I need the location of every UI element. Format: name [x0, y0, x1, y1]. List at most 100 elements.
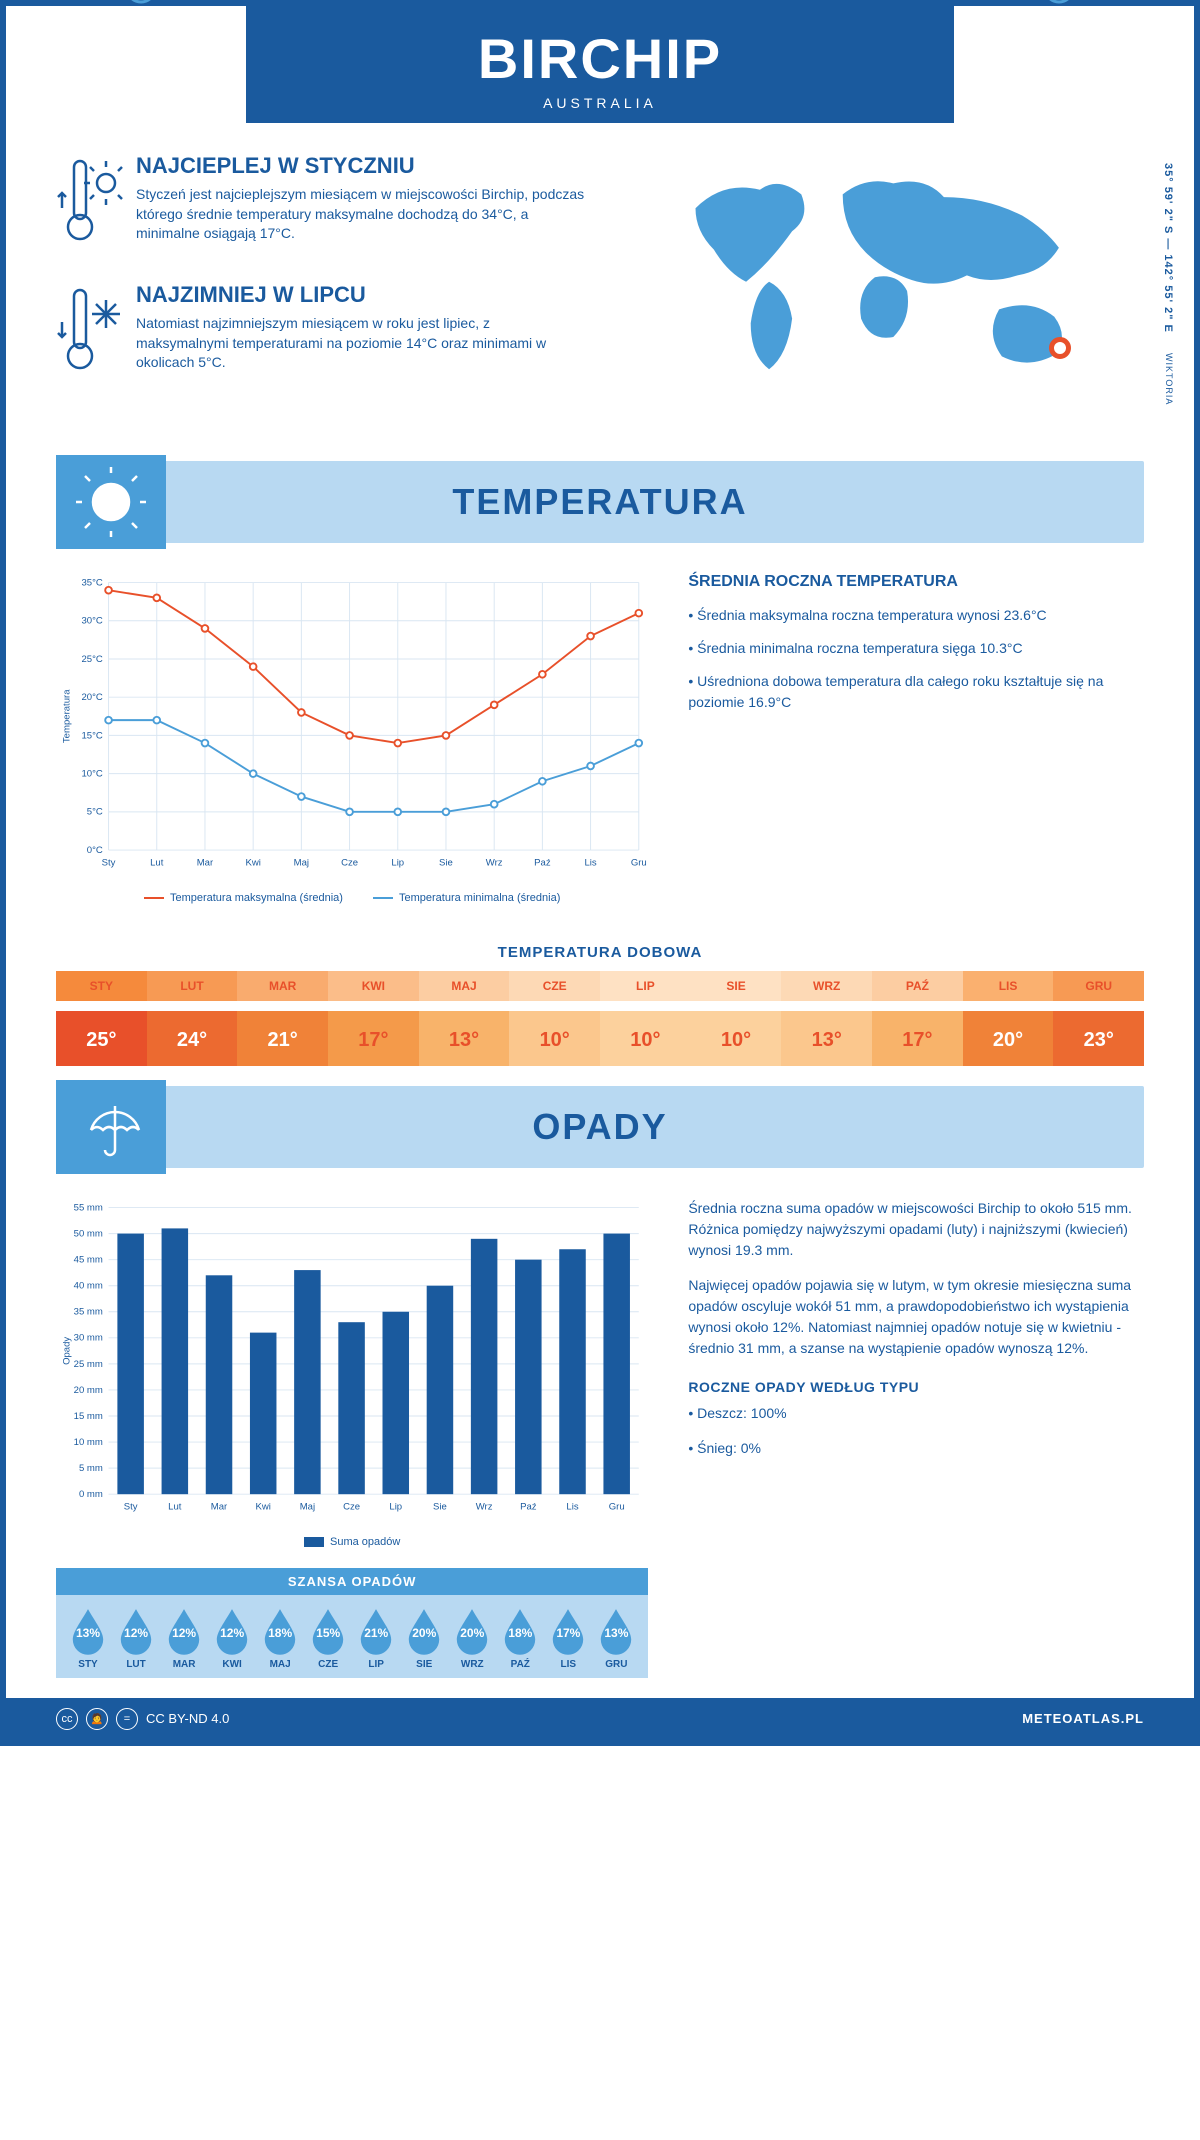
svg-text:Sie: Sie: [433, 1501, 447, 1512]
daily-month-header: LUT: [147, 979, 238, 993]
daily-month-header: PAŹ: [872, 979, 963, 993]
raindrop-icon: 13%: [69, 1607, 107, 1655]
title-banner: BIRCHIP AUSTRALIA: [246, 6, 954, 123]
daily-month-value: 21°: [237, 1029, 328, 1058]
raindrop-icon: 21%: [357, 1607, 395, 1655]
svg-text:Temperatura: Temperatura: [61, 689, 72, 743]
svg-text:15°C: 15°C: [81, 730, 102, 741]
svg-text:Lip: Lip: [391, 857, 404, 868]
raindrop-icon: 12%: [165, 1607, 203, 1655]
wind-decoration-right: [1024, 0, 1154, 21]
raindrop-icon: 20%: [405, 1607, 443, 1655]
footer: cc 🙍 = CC BY-ND 4.0 METEOATLAS.PL: [6, 1698, 1194, 1740]
svg-text:Paź: Paź: [520, 1501, 537, 1512]
svg-text:40 mm: 40 mm: [74, 1280, 103, 1291]
fact-coldest: NAJZIMNIEJ W LIPCU Natomiast najzimniejs…: [56, 282, 585, 387]
svg-text:25 mm: 25 mm: [74, 1358, 103, 1369]
svg-text:Maj: Maj: [294, 857, 309, 868]
raindrop-icon: 12%: [213, 1607, 251, 1655]
svg-text:Opady: Opady: [61, 1336, 72, 1364]
region-label: WIKTORIA: [1164, 353, 1174, 405]
svg-text:10 mm: 10 mm: [74, 1437, 103, 1448]
svg-text:0 mm: 0 mm: [79, 1489, 103, 1500]
svg-text:15 mm: 15 mm: [74, 1411, 103, 1422]
daily-month-value: 17°: [328, 1029, 419, 1058]
country-name: AUSTRALIA: [246, 95, 954, 111]
precip-paragraph-2: Najwięcej opadów pojawia się w lutym, w …: [688, 1275, 1144, 1359]
fact-coldest-title: NAJZIMNIEJ W LIPCU: [136, 282, 585, 308]
svg-text:Kwi: Kwi: [256, 1501, 271, 1512]
daily-month-value: 20°: [963, 1029, 1054, 1058]
svg-text:50 mm: 50 mm: [74, 1228, 103, 1239]
raindrop-icon: 12%: [117, 1607, 155, 1655]
daily-month-value: 24°: [147, 1029, 238, 1058]
daily-month-header: KWI: [328, 979, 419, 993]
thermometer-cold-icon: [56, 282, 136, 387]
fact-coldest-text: Natomiast najzimniejszym miesiącem w rok…: [136, 314, 585, 373]
svg-text:Maj: Maj: [300, 1501, 315, 1512]
sun-icon: [56, 455, 166, 549]
daily-temp-value-row: 25°24°21°17°13°10°10°10°13°17°20°23°: [56, 1011, 1144, 1066]
temperature-summary-bullet: • Średnia maksymalna roczna temperatura …: [688, 605, 1144, 626]
wind-decoration-left: [46, 0, 176, 21]
daily-month-header: SIE: [691, 979, 782, 993]
precip-chance-row: 13% STY 12% LUT 12% MAR 12% KWI 18% MAJ …: [56, 1595, 648, 1678]
svg-text:35 mm: 35 mm: [74, 1306, 103, 1317]
temperature-line-chart: 0°C5°C10°C15°C20°C25°C30°C35°CStyLutMarK…: [56, 573, 648, 879]
precip-chance-month: MAR: [160, 1659, 208, 1670]
temperature-summary: ŚREDNIA ROCZNA TEMPERATURA • Średnia mak…: [688, 573, 1144, 904]
daily-month-value: 10°: [600, 1029, 691, 1058]
daily-month-value: 25°: [56, 1029, 147, 1058]
daily-temp-title: TEMPERATURA DOBOWA: [6, 944, 1194, 961]
precip-chance-month: PAŹ: [496, 1659, 544, 1670]
precip-chance-value: 12%: [220, 1626, 244, 1640]
raindrop-icon: 18%: [501, 1607, 539, 1655]
svg-text:20 mm: 20 mm: [74, 1385, 103, 1396]
umbrella-icon: [56, 1080, 166, 1174]
daily-month-value: 13°: [781, 1029, 872, 1058]
daily-month-header: LIP: [600, 979, 691, 993]
precip-type-bullet: • Deszcz: 100%: [688, 1403, 1144, 1424]
daily-temp-header-row: STYLUTMARKWIMAJCZELIPSIEWRZPAŹLISGRU: [56, 971, 1144, 1001]
raindrop-icon: 20%: [453, 1607, 491, 1655]
raindrop-icon: 15%: [309, 1607, 347, 1655]
daily-month-header: WRZ: [781, 979, 872, 993]
daily-month-value: 10°: [509, 1029, 600, 1058]
svg-text:Gru: Gru: [609, 1501, 625, 1512]
daily-month-value: 17°: [872, 1029, 963, 1058]
precip-chance-month: STY: [64, 1659, 112, 1670]
daily-month-header: MAJ: [419, 979, 510, 993]
precip-chance-value: 13%: [604, 1626, 628, 1640]
daily-month-header: LIS: [963, 979, 1054, 993]
section-title-precip: OPADY: [532, 1106, 667, 1148]
svg-text:Lis: Lis: [566, 1501, 578, 1512]
svg-text:20°C: 20°C: [81, 692, 102, 703]
raindrop-icon: 17%: [549, 1607, 587, 1655]
precip-type-heading: ROCZNE OPADY WEDŁUG TYPU: [688, 1379, 1144, 1395]
by-icon: 🙍: [86, 1708, 108, 1730]
precip-chance-value: 17%: [556, 1626, 580, 1640]
precip-chart-legend: Suma opadów: [56, 1536, 648, 1548]
daily-month-value: 13°: [419, 1029, 510, 1058]
svg-text:Lip: Lip: [389, 1501, 402, 1512]
section-banner-precip: OPADY: [56, 1086, 1144, 1168]
raindrop-icon: 18%: [261, 1607, 299, 1655]
precip-chance-value: 18%: [508, 1626, 532, 1640]
svg-text:Cze: Cze: [343, 1501, 360, 1512]
daily-month-header: GRU: [1053, 979, 1144, 993]
temperature-summary-bullet: • Średnia minimalna roczna temperatura s…: [688, 638, 1144, 659]
site-credit: METEOATLAS.PL: [1022, 1711, 1144, 1726]
svg-text:Wrz: Wrz: [476, 1501, 493, 1512]
precip-chance-value: 21%: [364, 1626, 388, 1640]
precip-summary: Średnia roczna suma opadów w miejscowośc…: [688, 1198, 1144, 1678]
precip-chance-month: CZE: [304, 1659, 352, 1670]
daily-month-value: 23°: [1053, 1029, 1144, 1058]
precip-chance-month: SIE: [400, 1659, 448, 1670]
thermometer-hot-icon: [56, 153, 136, 258]
daily-month-header: MAR: [237, 979, 328, 993]
precip-chance-value: 15%: [316, 1626, 340, 1640]
precip-chance-month: WRZ: [448, 1659, 496, 1670]
svg-text:Lut: Lut: [150, 857, 164, 868]
section-title-temperature: TEMPERATURA: [452, 481, 747, 523]
fact-warmest-title: NAJCIEPLEJ W STYCZNIU: [136, 153, 585, 179]
